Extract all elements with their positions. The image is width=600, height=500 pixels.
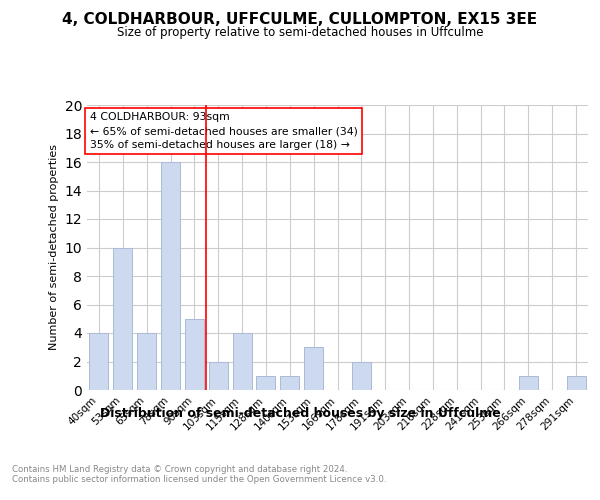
Bar — [566, 376, 586, 390]
Bar — [280, 376, 299, 390]
Bar — [233, 333, 251, 390]
Bar — [256, 376, 275, 390]
Bar — [352, 362, 371, 390]
Text: Distribution of semi-detached houses by size in Uffculme: Distribution of semi-detached houses by … — [100, 408, 500, 420]
Y-axis label: Number of semi-detached properties: Number of semi-detached properties — [49, 144, 59, 350]
Text: 4 COLDHARBOUR: 93sqm
← 65% of semi-detached houses are smaller (34)
35% of semi-: 4 COLDHARBOUR: 93sqm ← 65% of semi-detac… — [89, 112, 358, 150]
Bar — [519, 376, 538, 390]
Bar — [209, 362, 228, 390]
Bar — [113, 248, 133, 390]
Bar — [185, 319, 204, 390]
Bar — [161, 162, 180, 390]
Bar — [89, 333, 109, 390]
Text: 4, COLDHARBOUR, UFFCULME, CULLOMPTON, EX15 3EE: 4, COLDHARBOUR, UFFCULME, CULLOMPTON, EX… — [62, 12, 538, 28]
Bar — [304, 347, 323, 390]
Bar — [137, 333, 156, 390]
Text: Size of property relative to semi-detached houses in Uffculme: Size of property relative to semi-detach… — [117, 26, 483, 39]
Text: Contains HM Land Registry data © Crown copyright and database right 2024.
Contai: Contains HM Land Registry data © Crown c… — [12, 465, 386, 484]
